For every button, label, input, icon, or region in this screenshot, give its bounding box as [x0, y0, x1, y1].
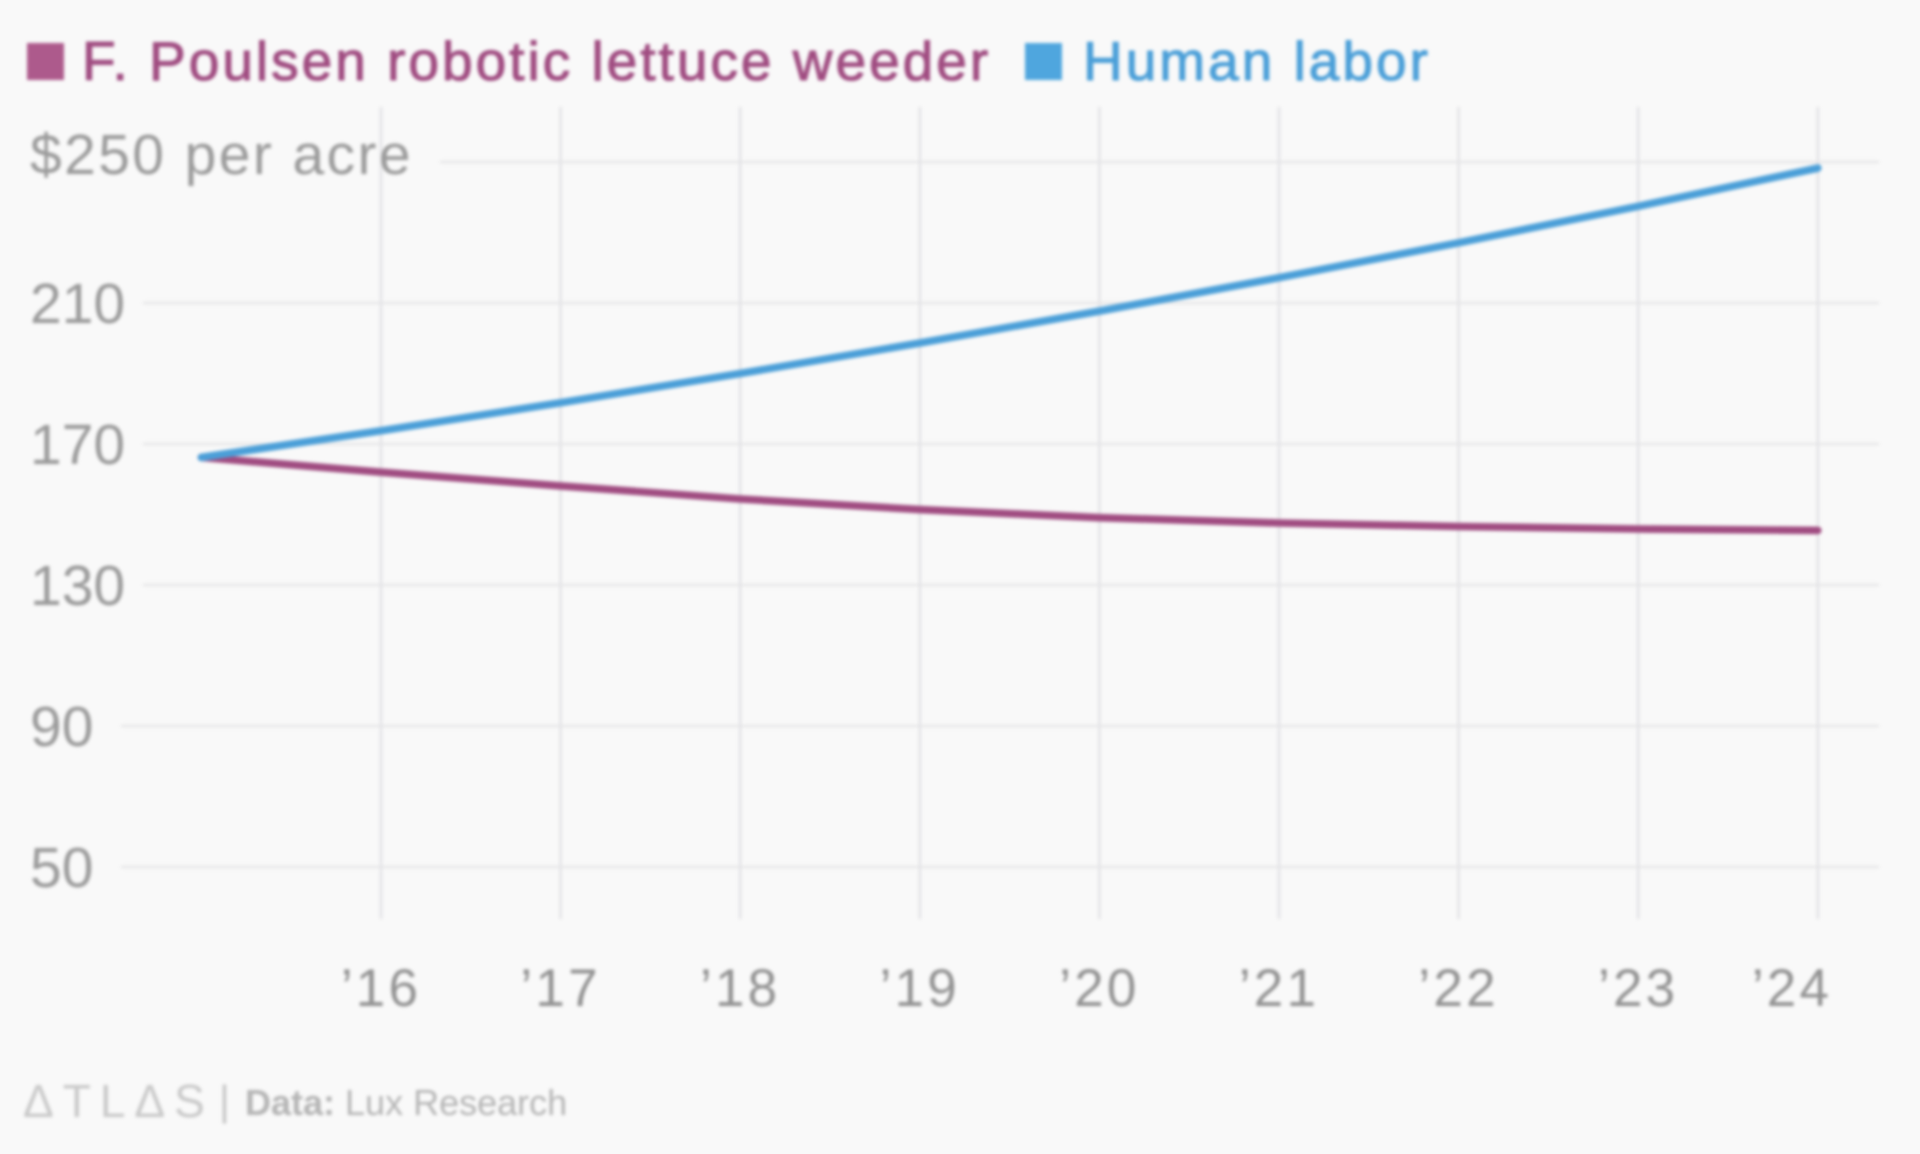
svg-text:’20: ’20	[1059, 959, 1139, 1018]
svg-text:’22: ’22	[1418, 959, 1498, 1018]
svg-text:’24: ’24	[1752, 959, 1832, 1018]
svg-text:170: 170	[30, 413, 125, 477]
svg-text:’19: ’19	[880, 959, 960, 1018]
svg-text:50: 50	[30, 836, 93, 900]
svg-text:$250 per acre: $250 per acre	[30, 123, 413, 187]
svg-text:’17: ’17	[520, 959, 600, 1018]
svg-text:’23: ’23	[1598, 959, 1678, 1018]
svg-text:’18: ’18	[700, 959, 780, 1018]
svg-text:90: 90	[30, 695, 93, 759]
svg-text:210: 210	[30, 272, 125, 336]
svg-text:130: 130	[30, 554, 125, 618]
svg-text:’16: ’16	[341, 959, 421, 1018]
svg-text:’21: ’21	[1239, 959, 1319, 1018]
